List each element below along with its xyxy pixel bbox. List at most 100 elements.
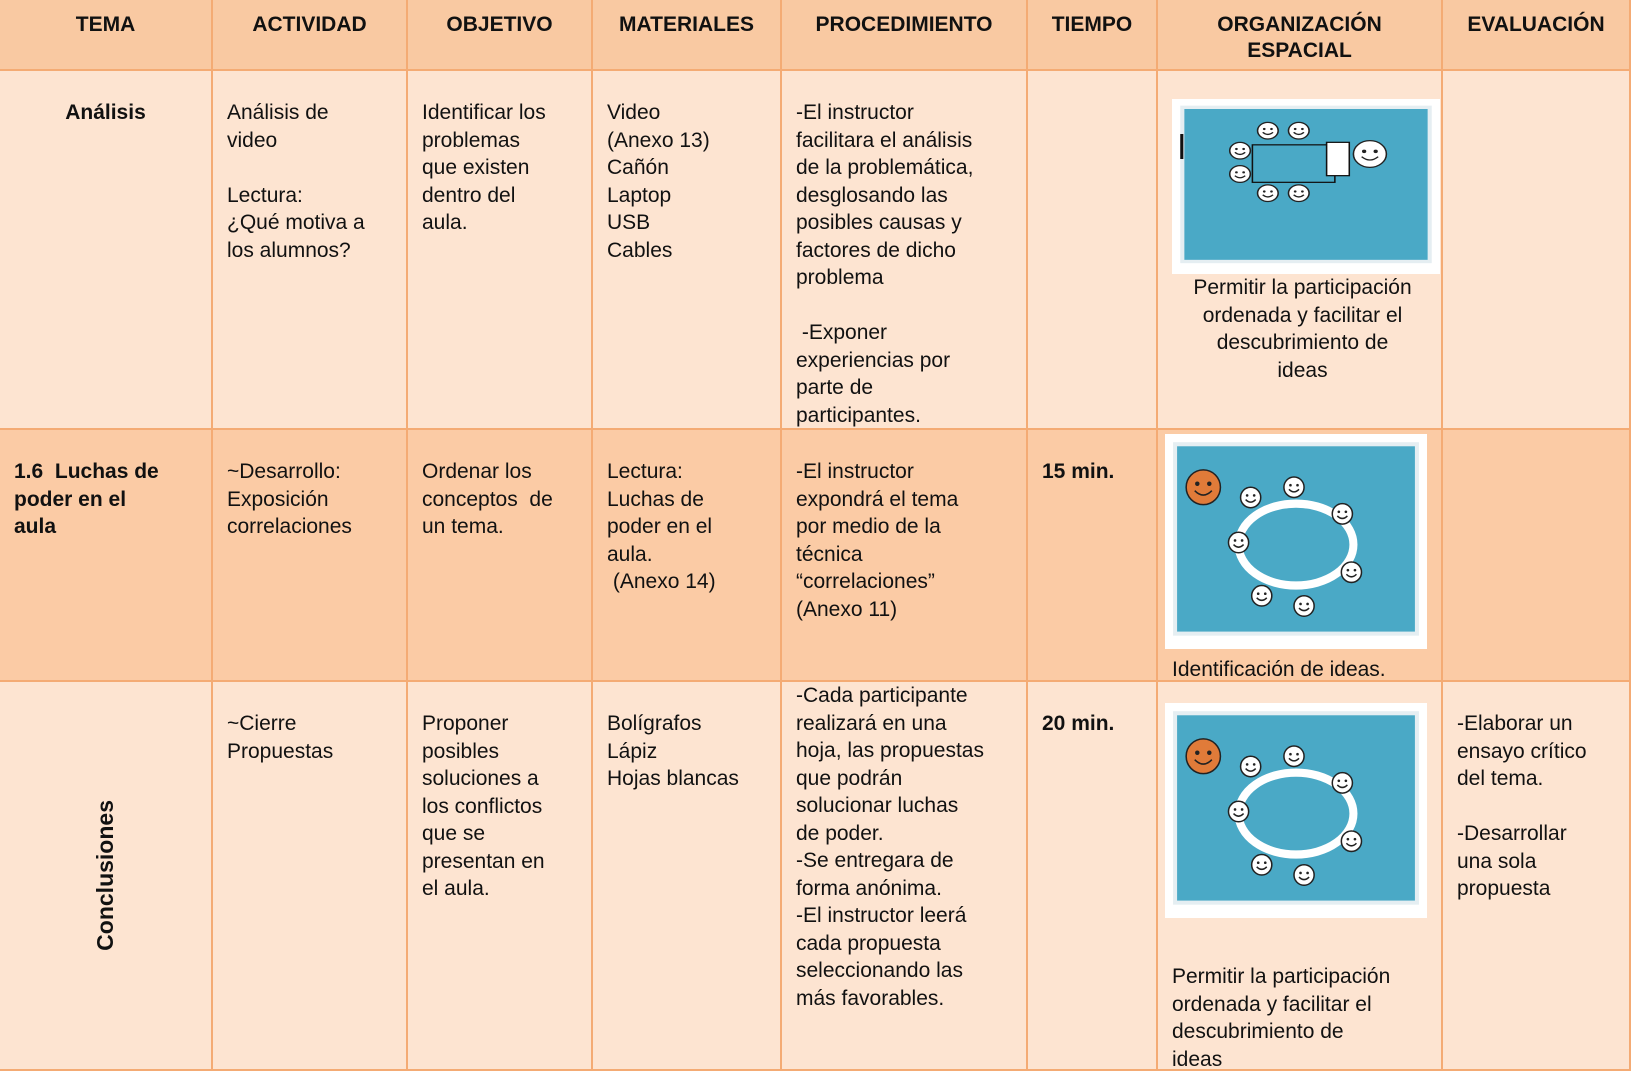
text-line: problema [796, 264, 1012, 292]
text-line: Análisis [14, 99, 197, 127]
text-line: aula [14, 513, 197, 541]
paragraph: 15 min. [1042, 458, 1142, 486]
text-line: -Elaborar un [1457, 710, 1615, 738]
tema-cell: Análisis [0, 71, 213, 430]
text-line: facilitara el análisis [796, 127, 1012, 155]
text-line: TIEMPO [1042, 12, 1142, 38]
evaluacion-cell [1443, 71, 1631, 430]
text-line: Lectura: [227, 182, 392, 210]
text-line: Conclusiones [92, 800, 120, 951]
text-line: ideas [1172, 1046, 1433, 1073]
text-line: ensayo crítico [1457, 738, 1615, 766]
evaluacion-cell [1443, 430, 1631, 682]
text-line: experiencias por [796, 347, 1012, 375]
text-line: Cables [607, 237, 766, 265]
text-line: Bolígrafos [607, 710, 766, 738]
text-line: Propuestas [227, 738, 392, 766]
text-line: del tema. [1457, 765, 1615, 793]
text-line: -Exponer [796, 319, 1012, 347]
text-line: Proponer [422, 710, 577, 738]
text-line: un tema. [422, 513, 577, 541]
tiempo-cell [1028, 71, 1158, 430]
text-line: 1.6 Luchas de [14, 458, 197, 486]
text-line: descubrimiento de [1172, 1018, 1433, 1046]
header-cell: OBJETIVO [408, 0, 593, 71]
text-line: hoja, las propuestas [796, 737, 1012, 765]
text-line: Lápiz [607, 738, 766, 766]
text-line: propuesta [1457, 875, 1615, 903]
paragraph: 20 min. [1042, 710, 1142, 738]
text-line: (Anexo 14) [607, 568, 766, 596]
text-line: más favorables. [796, 985, 1012, 1013]
paragraph: Conclusiones [92, 800, 120, 951]
text-line: ~Desarrollo: [227, 458, 392, 486]
text-line: Cañón [607, 154, 766, 182]
text-line: “correlaciones” [796, 568, 1012, 596]
text-line: -El instructor [796, 458, 1012, 486]
text-line: OBJETIVO [422, 12, 577, 38]
text-line: Ordenar los [422, 458, 577, 486]
text-line: poder en el [607, 513, 766, 541]
text-line: problemas [422, 127, 577, 155]
paragraph: OBJETIVO [422, 12, 577, 38]
paragraph: Identificación de ideas. [1172, 656, 1433, 684]
text-line: de la problemática, [796, 154, 1012, 182]
text-line: descubrimiento de [1172, 329, 1433, 357]
header-cell: PROCEDIMIENTO [782, 0, 1028, 71]
text-line: Laptop [607, 182, 766, 210]
text-line: -El instructor leerá [796, 902, 1012, 930]
header-cell: EVALUACIÓN [1443, 0, 1631, 71]
text-line: Luchas de [607, 486, 766, 514]
paragraph: EVALUACIÓN [1457, 12, 1615, 38]
text-line: parte de [796, 374, 1012, 402]
text-line: (Anexo 13) [607, 127, 766, 155]
header-cell: MATERIALES [593, 0, 782, 71]
text-line: 20 min. [1042, 710, 1142, 738]
tiempo-cell: 15 min. [1028, 430, 1158, 682]
seating-diagram [1165, 703, 1427, 918]
text-line: cada propuesta [796, 930, 1012, 958]
text-line: ORGANIZACIÓN [1172, 12, 1427, 38]
text-line: por medio de la [796, 513, 1012, 541]
text-line: Hojas blancas [607, 765, 766, 793]
seating-diagram [1165, 434, 1427, 649]
text-line: que podrán [796, 765, 1012, 793]
text-line: correlaciones [227, 513, 392, 541]
paragraph: Análisis [14, 99, 197, 127]
text-line: Video [607, 99, 766, 127]
text-line: Permitir la participación [1172, 963, 1433, 991]
text-line: Análisis de [227, 99, 392, 127]
text-line: ordenada y facilitar el [1172, 991, 1433, 1019]
text-line: Exposición [227, 486, 392, 514]
text-line: técnica [796, 541, 1012, 569]
text-line: poder en el [14, 486, 197, 514]
text-line: -Desarrollar [1457, 820, 1615, 848]
header-cell: TIEMPO [1028, 0, 1158, 71]
text-line: -Cada participante [796, 682, 1012, 710]
tema-cell: Conclusiones [0, 682, 213, 1071]
paragraph: PROCEDIMIENTO [796, 12, 1012, 38]
text-line: dentro del [422, 182, 577, 210]
